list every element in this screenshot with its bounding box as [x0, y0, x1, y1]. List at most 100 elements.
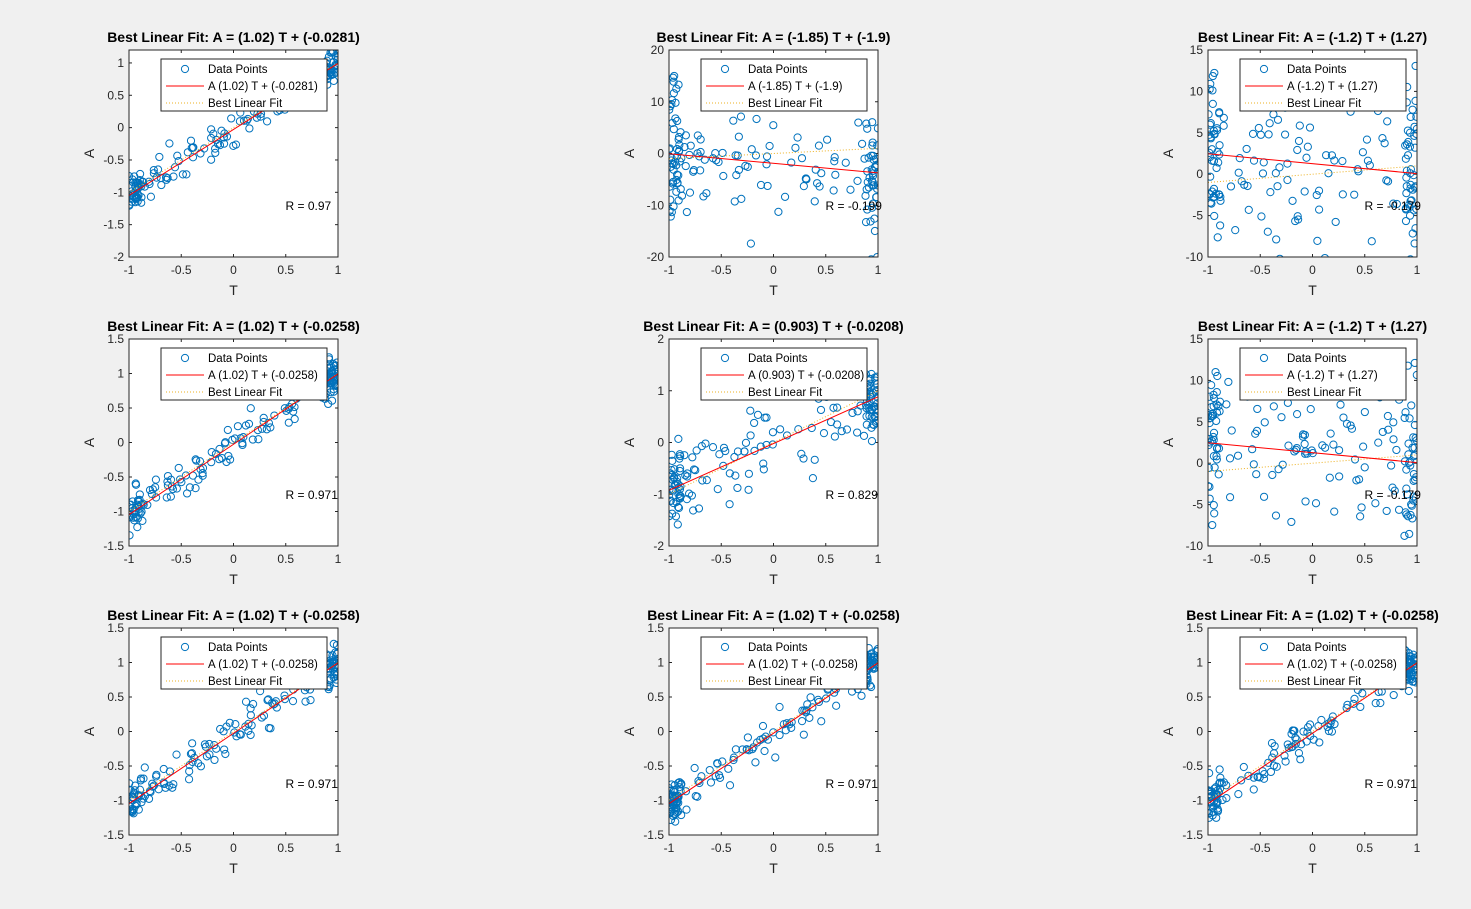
data-point — [1404, 450, 1413, 459]
data-point — [1215, 779, 1224, 788]
data-point — [1210, 211, 1219, 221]
x-tick-label: 0 — [770, 552, 777, 566]
y-tick-label: -20 — [647, 250, 665, 264]
data-point — [724, 764, 733, 773]
data-point — [1404, 686, 1413, 696]
data-point — [1249, 773, 1258, 782]
legend-entry: Data Points — [208, 642, 268, 654]
data-point — [129, 808, 137, 817]
data-point — [673, 179, 682, 188]
y-tick-label: 0 — [117, 725, 124, 739]
data-point — [140, 763, 149, 772]
data-point — [693, 131, 702, 140]
data-point — [830, 432, 839, 441]
data-point — [689, 465, 699, 474]
data-point — [1382, 506, 1391, 516]
data-point — [1231, 226, 1240, 235]
data-point — [1292, 410, 1302, 419]
legend-entry: Best Linear Fit — [208, 387, 283, 399]
x-tick-label: 0.5 — [1356, 263, 1373, 277]
legend: Data Points A (-1.85) T + (-1.9) Best Line… — [700, 58, 868, 112]
data-point — [332, 670, 338, 679]
legend: Data Points A (0.903) T + (-0.0208) Best L… — [700, 347, 868, 401]
data-point — [151, 493, 161, 502]
data-point — [674, 135, 683, 144]
fit-line — [669, 153, 878, 174]
data-point — [1273, 182, 1282, 191]
data-point — [129, 809, 138, 818]
y-tick-label: 0.5 — [107, 690, 124, 704]
data-point — [166, 492, 175, 501]
data-point — [669, 212, 675, 221]
legend-entry: Data Points — [1287, 353, 1347, 365]
data-point — [756, 180, 766, 190]
data-point — [1242, 144, 1251, 154]
data-point — [1233, 451, 1243, 460]
data-point — [871, 163, 878, 172]
subplot-7: Best Linear Fit: A = (1.02) T + (-0.0258… — [81, 607, 360, 876]
data-point — [1283, 740, 1292, 749]
y-tick-label: -2 — [653, 539, 664, 553]
data-point — [672, 187, 681, 196]
data-point — [1410, 358, 1417, 368]
x-tick-label: 1 — [1414, 263, 1421, 277]
data-point — [263, 696, 272, 705]
data-point — [1208, 418, 1214, 428]
data-point — [858, 139, 867, 148]
data-point — [1405, 529, 1414, 539]
data-point — [188, 143, 197, 152]
data-point — [1383, 117, 1392, 126]
data-point — [1208, 199, 1216, 208]
legend-marker-data-points — [180, 64, 190, 74]
y-axis-label: A — [1160, 437, 1176, 447]
data-point — [1412, 112, 1417, 121]
data-point — [324, 399, 333, 409]
data-point — [137, 798, 146, 807]
data-point — [1271, 169, 1280, 178]
data-point — [670, 785, 679, 795]
axes-box — [128, 338, 339, 547]
data-point — [1409, 452, 1417, 461]
data-point — [816, 405, 826, 415]
data-point — [861, 191, 870, 200]
data-point — [775, 702, 784, 712]
x-axis-label: T — [1308, 860, 1317, 876]
y-tick-label: 0 — [117, 436, 124, 450]
data-point — [266, 423, 275, 432]
legend: Data Points A (1.02) T + (-0.0281) Best Li… — [160, 58, 328, 112]
data-point — [1252, 470, 1261, 479]
best-linear-fit-line — [1208, 165, 1417, 183]
data-point — [1376, 698, 1385, 708]
data-point — [163, 173, 172, 183]
data-point — [1403, 512, 1413, 521]
data-point — [1277, 413, 1286, 422]
x-tick-label: 1 — [335, 841, 342, 855]
data-point — [1403, 151, 1413, 160]
x-tick-label: -0.5 — [171, 841, 192, 855]
data-point — [1287, 517, 1296, 527]
data-point — [1363, 156, 1373, 165]
x-tick-label: -0.5 — [711, 552, 732, 566]
data-point — [210, 741, 219, 750]
data-point — [1209, 807, 1218, 816]
data-point — [137, 791, 146, 800]
data-point — [872, 193, 878, 202]
data-point — [1208, 99, 1217, 108]
data-point — [741, 161, 750, 170]
data-point — [1235, 154, 1244, 163]
data-point — [1380, 139, 1389, 148]
y-tick-label: 0 — [657, 147, 664, 161]
data-point — [1338, 190, 1347, 199]
data-point — [870, 413, 878, 422]
data-point — [198, 469, 207, 478]
data-point — [1208, 392, 1214, 401]
x-tick-label: -1 — [124, 552, 135, 566]
data-point — [1324, 726, 1333, 736]
legend: Data Points A (1.02) T + (-0.0258) Best Li… — [160, 347, 328, 401]
data-point — [769, 121, 778, 130]
data-point — [139, 774, 148, 783]
data-point — [702, 189, 711, 198]
data-point — [669, 165, 678, 174]
data-point — [750, 418, 759, 428]
data-point — [1272, 235, 1281, 244]
